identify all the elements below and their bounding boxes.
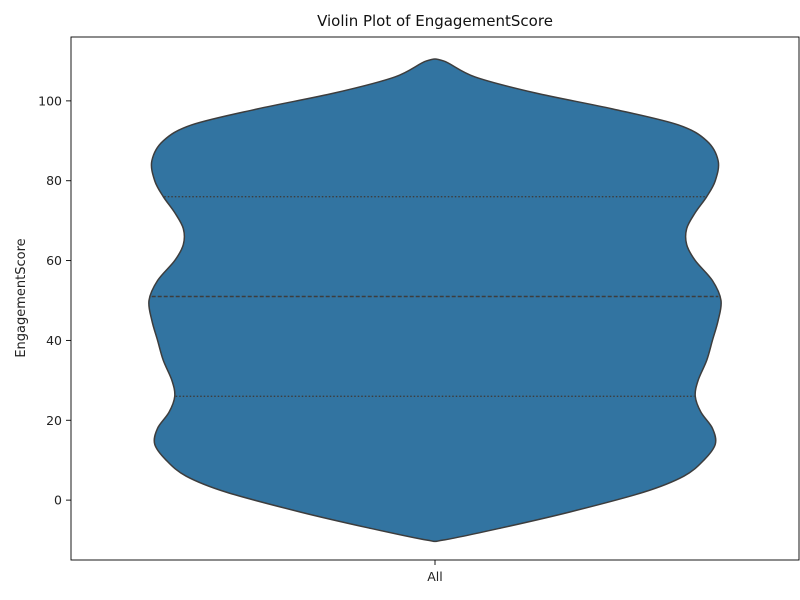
y-tick-label: 60 xyxy=(46,253,62,268)
y-tick-label: 40 xyxy=(46,333,62,348)
chart-title: Violin Plot of EngagementScore xyxy=(317,12,553,30)
x-tick-label: All xyxy=(427,569,443,584)
violin-body-all xyxy=(148,58,722,543)
y-tick-label: 20 xyxy=(46,413,62,428)
y-axis: 0 20 40 60 80 100 xyxy=(38,93,71,508)
y-tick-label: 80 xyxy=(46,173,62,188)
x-axis: All xyxy=(427,560,443,584)
y-axis-title: EngagementScore xyxy=(14,238,29,357)
y-tick-label: 100 xyxy=(38,93,62,108)
y-tick-label: 0 xyxy=(54,493,62,508)
